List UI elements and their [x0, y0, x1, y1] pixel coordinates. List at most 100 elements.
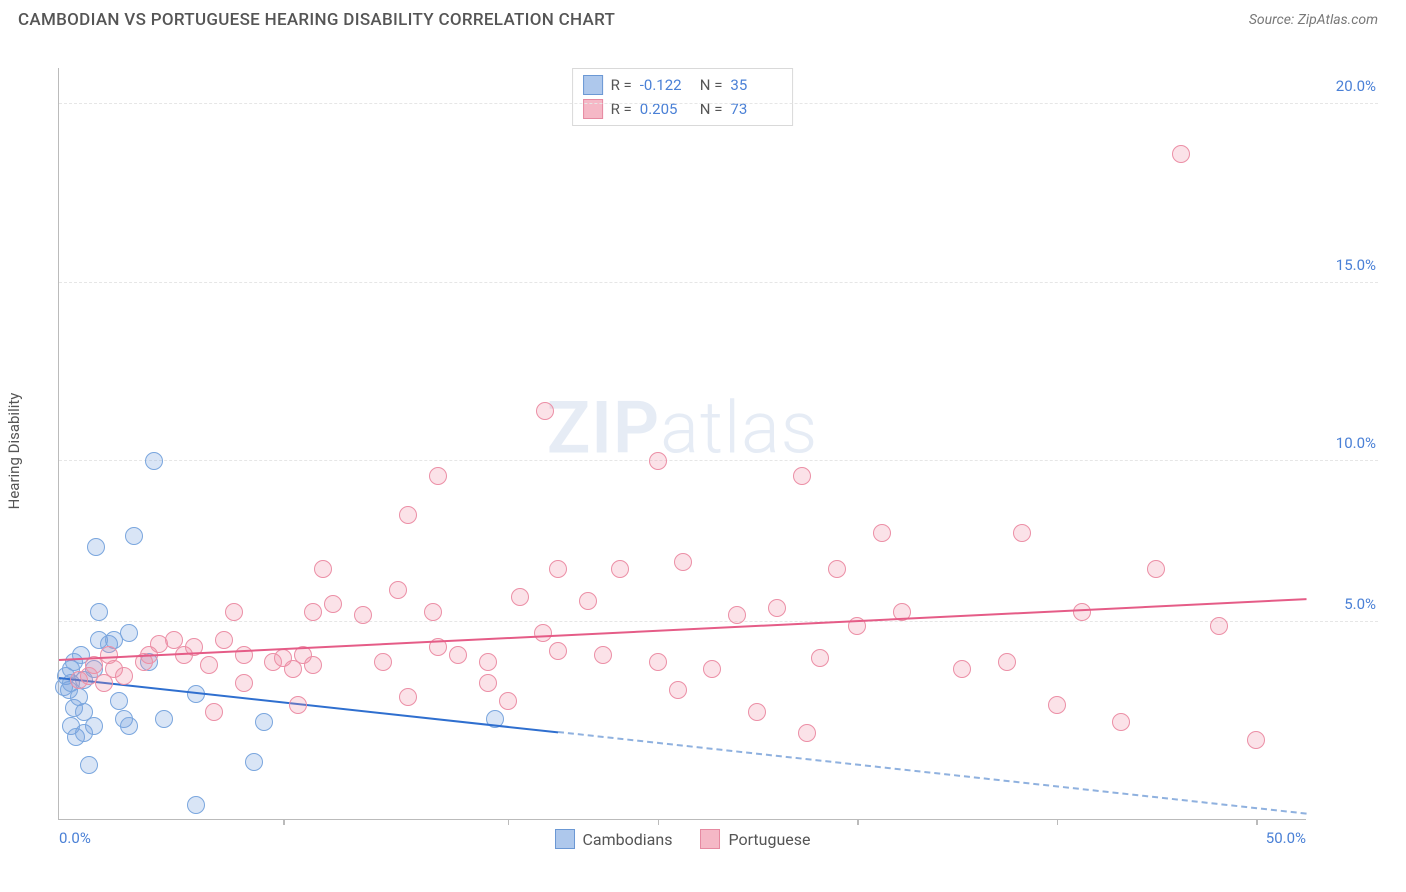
data-point: [187, 796, 205, 814]
data-point: [549, 560, 567, 578]
data-point: [828, 560, 846, 578]
data-point: [998, 653, 1016, 671]
data-point: [479, 674, 497, 692]
data-point: [1073, 603, 1091, 621]
data-point: [235, 646, 253, 664]
x-tick: [283, 819, 285, 825]
chart-title: CAMBODIAN VS PORTUGUESE HEARING DISABILI…: [18, 10, 615, 30]
data-point: [245, 753, 263, 771]
source-label: Source: ZipAtlas.com: [1249, 12, 1378, 28]
y-tick-label: 15.0%: [1316, 256, 1376, 274]
data-point: [374, 653, 392, 671]
watermark: ZIPatlas: [547, 386, 819, 471]
data-point: [304, 656, 322, 674]
data-point: [536, 402, 554, 420]
data-point: [225, 603, 243, 621]
trend-line: [558, 731, 1307, 815]
data-point: [87, 538, 105, 556]
data-point: [1210, 617, 1228, 635]
data-point: [768, 599, 786, 617]
data-point: [389, 581, 407, 599]
x-tick: [658, 819, 660, 825]
data-point: [120, 717, 138, 735]
data-point: [534, 624, 552, 642]
data-point: [479, 653, 497, 671]
data-point: [155, 710, 173, 728]
stats-legend: R = -0.122N = 35R = 0.205N = 73: [572, 68, 794, 126]
data-point: [120, 624, 138, 642]
data-point: [499, 692, 517, 710]
data-point: [80, 756, 98, 774]
data-point: [798, 724, 816, 742]
y-axis-label: Hearing Disability: [5, 393, 23, 510]
y-tick-label: 10.0%: [1316, 434, 1376, 452]
trend-line: [59, 598, 1307, 661]
data-point: [748, 703, 766, 721]
data-point: [649, 452, 667, 470]
data-point: [314, 560, 332, 578]
chart-container: Hearing Disability ZIPatlas R = -0.122N …: [18, 50, 1378, 852]
x-tick-label: 50.0%: [1266, 829, 1306, 847]
data-point: [728, 606, 746, 624]
gridline: [59, 460, 1378, 461]
legend-item: Cambodians: [555, 829, 673, 849]
x-tick-label: 0.0%: [59, 829, 91, 847]
data-point: [511, 588, 529, 606]
data-point: [669, 681, 687, 699]
data-point: [354, 606, 372, 624]
data-point: [449, 646, 467, 664]
legend-swatch: [555, 829, 575, 849]
data-point: [304, 603, 322, 621]
data-point: [793, 467, 811, 485]
data-point: [90, 603, 108, 621]
data-point: [324, 595, 342, 613]
data-point: [429, 467, 447, 485]
data-point: [1247, 731, 1265, 749]
stats-row: R = 0.205N = 73: [583, 97, 783, 121]
stats-row: R = -0.122N = 35: [583, 73, 783, 97]
data-point: [145, 452, 163, 470]
gridline: [59, 103, 1378, 104]
x-tick: [857, 819, 859, 825]
data-point: [255, 713, 273, 731]
data-point: [1147, 560, 1165, 578]
data-point: [399, 506, 417, 524]
y-tick-label: 5.0%: [1316, 595, 1376, 613]
data-point: [703, 660, 721, 678]
data-point: [289, 696, 307, 714]
data-point: [674, 553, 692, 571]
legend-label: Portuguese: [728, 830, 810, 849]
legend-swatch: [700, 829, 720, 849]
data-point: [1112, 713, 1130, 731]
plot-area: ZIPatlas R = -0.122N = 35R = 0.205N = 73…: [58, 68, 1306, 820]
y-tick-label: 20.0%: [1316, 77, 1376, 95]
data-point: [1172, 145, 1190, 163]
legend-label: Cambodians: [583, 830, 673, 849]
data-point: [811, 649, 829, 667]
data-point: [649, 653, 667, 671]
series-legend: Cambodians Portuguese: [555, 829, 811, 849]
data-point: [611, 560, 629, 578]
legend-item: Portuguese: [700, 829, 810, 849]
data-point: [125, 527, 143, 545]
data-point: [200, 656, 218, 674]
data-point: [1048, 696, 1066, 714]
data-point: [594, 646, 612, 664]
data-point: [85, 717, 103, 735]
data-point: [1013, 524, 1031, 542]
data-point: [115, 667, 133, 685]
gridline: [59, 282, 1378, 283]
gridline: [59, 621, 1378, 622]
data-point: [110, 692, 128, 710]
data-point: [549, 642, 567, 660]
x-tick: [1057, 819, 1059, 825]
data-point: [215, 631, 233, 649]
data-point: [399, 688, 417, 706]
data-point: [873, 524, 891, 542]
data-point: [953, 660, 971, 678]
legend-swatch: [583, 75, 603, 95]
data-point: [235, 674, 253, 692]
x-tick: [1256, 819, 1258, 825]
data-point: [205, 703, 223, 721]
data-point: [424, 603, 442, 621]
